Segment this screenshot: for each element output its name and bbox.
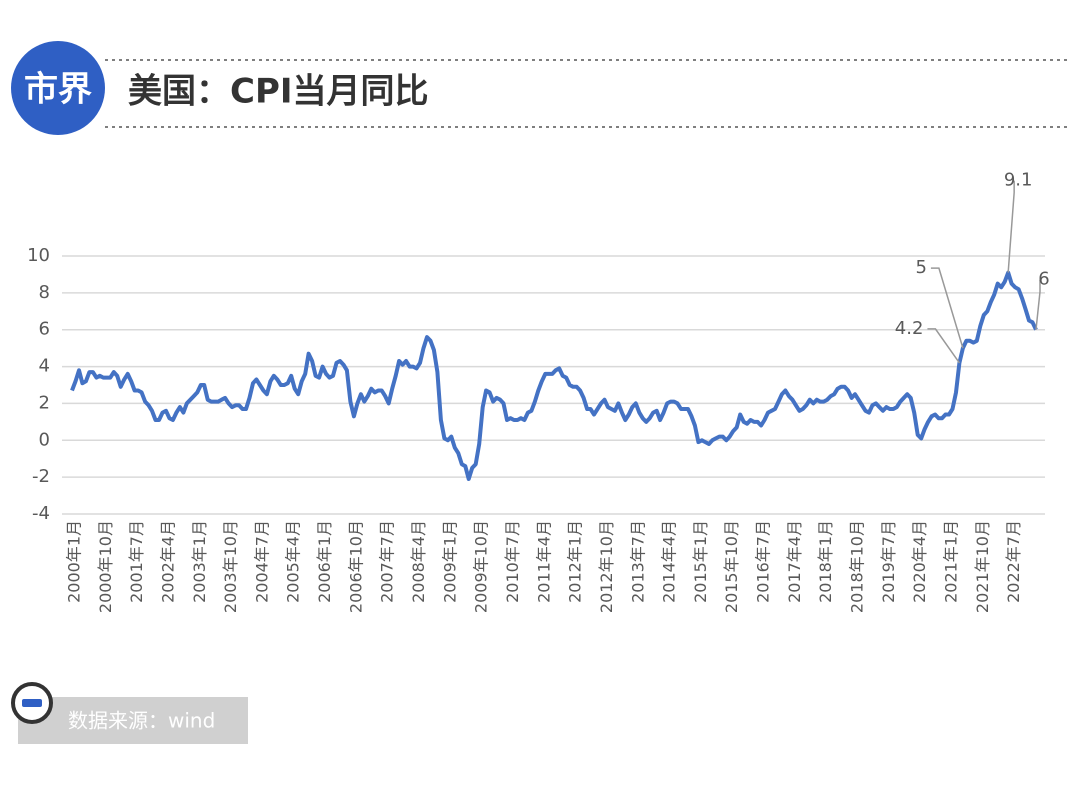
x-tick-label: 2010年7月 [503, 520, 522, 603]
data-label: 6 [1038, 269, 1049, 290]
x-tick-label: 2019年7月 [879, 520, 898, 603]
source-icon [22, 699, 42, 707]
x-tick-label: 2022年7月 [1004, 520, 1023, 603]
annotation-leader [1007, 180, 1015, 273]
x-tick-label: 2017年4月 [785, 520, 804, 603]
annotation-leader [930, 267, 964, 349]
x-tick-label: 2013年7月 [628, 520, 647, 603]
x-tick-label: 2002年4月 [158, 520, 177, 603]
x-tick-label: 2003年10月 [221, 520, 240, 613]
source: 数据来源：wind [68, 709, 215, 733]
x-tick-label: 2018年10月 [848, 520, 867, 613]
x-tick-label: 2004年7月 [252, 520, 271, 603]
x-tick-label: 2000年1月 [65, 520, 84, 603]
x-tick-label: 2020年4月 [910, 520, 929, 603]
data-label: 4.2 [895, 318, 924, 339]
y-tick-label: -4 [32, 503, 50, 524]
x-tick-label: 2018年1月 [816, 520, 835, 603]
x-tick-label: 2008年4月 [409, 520, 428, 603]
y-tick-label: 10 [27, 245, 50, 266]
x-tick-label: 2009年10月 [472, 520, 491, 613]
x-tick-label: 2015年1月 [691, 520, 710, 603]
y-tick-label: -2 [32, 466, 50, 487]
x-tick-label: 2009年1月 [440, 520, 459, 603]
y-tick-label: 6 [39, 319, 50, 340]
plot: -4 -2 0 2 4 6 8 10 2000年1月 2000年10月 2001年7月 2002年4月… [27, 170, 1050, 614]
x-tick-label: 2007年7月 [378, 520, 397, 603]
x-tick-label: 2015年10月 [722, 520, 741, 613]
x-tick-label: 2006年10月 [346, 520, 365, 613]
x-tick-label: 2005年4月 [284, 520, 303, 603]
source-box [18, 697, 248, 744]
x-tick-label: 2006年1月 [315, 520, 334, 603]
x-tick-label: 2012年1月 [566, 520, 585, 603]
x-tick-label: 2011年4月 [534, 520, 553, 603]
x-tick-label: 2003年1月 [190, 520, 209, 603]
x-tick-label: 2021年10月 [973, 520, 992, 613]
data-label: 5 [915, 257, 926, 278]
x-tick-label: 2000年10月 [96, 520, 115, 613]
annotation-leader [927, 328, 961, 364]
chart-title: 美国：CPI当月同比 [128, 72, 429, 112]
x-tick-label: 2021年1月 [941, 520, 960, 603]
y-tick-label: 0 [39, 429, 50, 450]
x-tick-label: 2014年4月 [660, 520, 679, 603]
y-tick-label: 4 [39, 356, 50, 377]
y-tick-label: 2 [39, 392, 50, 413]
data-label: 9.1 [1004, 170, 1033, 191]
x-tick-label: 2001年7月 [127, 520, 146, 603]
logo-badge [11, 41, 105, 135]
x-tick-label: 2012年10月 [597, 520, 616, 613]
y-tick-label: 8 [39, 282, 50, 303]
x-tick-label: 2016年7月 [754, 520, 773, 603]
annotation-leader [1035, 279, 1041, 330]
logo: 市界 [24, 70, 92, 110]
line [70, 270, 1038, 481]
